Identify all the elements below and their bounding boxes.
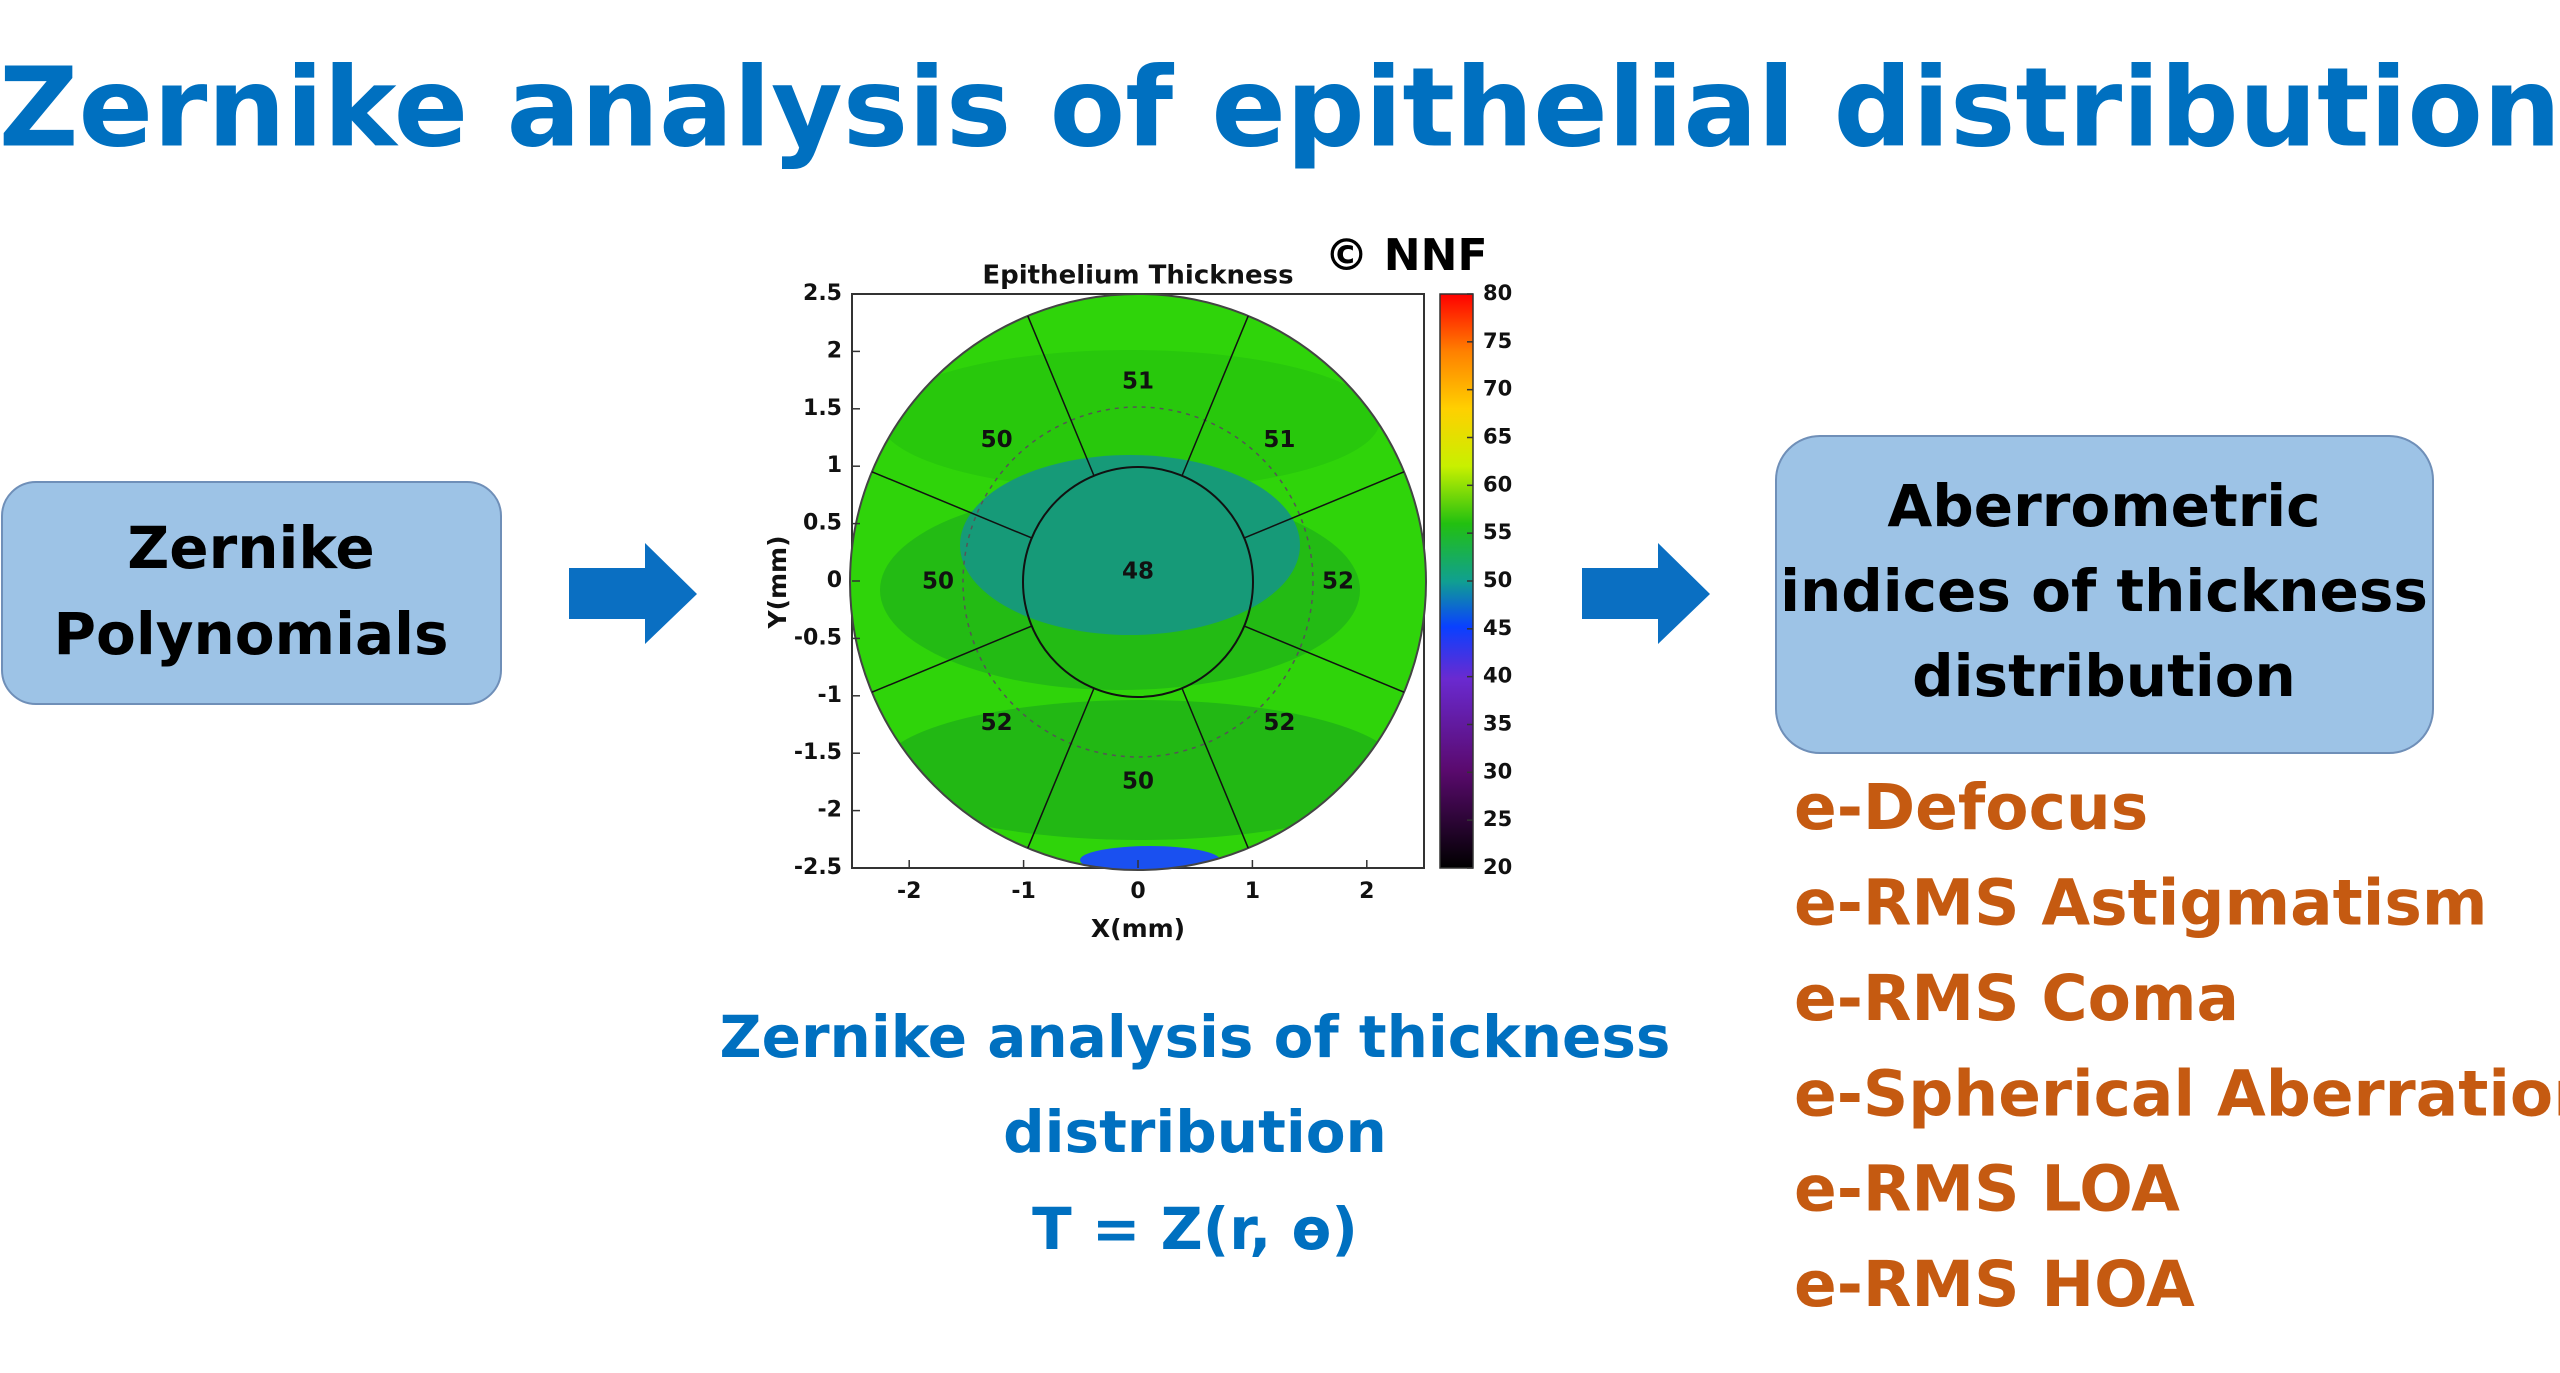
colorbar-tick-label: 30	[1483, 759, 1512, 783]
copyright: © NNF	[1324, 230, 1487, 281]
x-tick-label: 1	[1245, 879, 1260, 904]
zone-value: 50	[981, 427, 1013, 453]
x-tick-label: -2	[897, 879, 921, 904]
y-tick-label: -2	[818, 798, 842, 823]
map-band	[880, 700, 1400, 840]
index-item: e-Spherical Aberration	[1794, 1057, 2560, 1130]
index-item: e-RMS HOA	[1794, 1248, 2195, 1321]
zone-value: 51	[1122, 369, 1154, 395]
slide-title: Zernike analysis of epithelial distribut…	[0, 43, 2560, 171]
index-item: e-RMS Astigmatism	[1794, 866, 2487, 939]
y-tick-label: -1.5	[794, 740, 842, 765]
y-tick-label: 1.5	[803, 396, 842, 421]
sector-lines	[871, 315, 1405, 849]
x-tick-label: 2	[1359, 879, 1374, 904]
left-box-text: Zernike	[127, 514, 375, 582]
zone-value: 50	[1122, 769, 1154, 795]
y-tick-label: 1	[827, 453, 842, 478]
x-tick-label: 0	[1130, 879, 1145, 904]
right-box	[1775, 435, 2434, 754]
sector-line	[1181, 687, 1249, 849]
sector-line	[1027, 687, 1095, 849]
arrow	[1582, 543, 1710, 644]
y-axis-label: Y(mm)	[763, 535, 792, 629]
sector-line	[1027, 315, 1095, 477]
colorbar-tick-label: 75	[1483, 329, 1512, 353]
caption: Zernike analysis of thickness	[720, 1003, 1671, 1071]
y-tick-label: 0	[827, 568, 842, 593]
index-item: e-RMS LOA	[1794, 1153, 2180, 1226]
sector-line	[1243, 471, 1405, 539]
zone-value: 51	[1263, 427, 1295, 453]
caption: T = Z(r, ɵ)	[1032, 1195, 1358, 1263]
zone-value: 52	[1322, 569, 1354, 595]
index-item: e-Defocus	[1794, 771, 2148, 844]
index-item: e-RMS Coma	[1794, 962, 2239, 1035]
map-band	[880, 350, 1380, 490]
colorbar-tick-label: 25	[1483, 807, 1512, 831]
colorbar-tick-label: 80	[1483, 281, 1512, 305]
sector-line	[1181, 315, 1249, 477]
zone-value: 52	[1263, 710, 1295, 736]
y-tick-label: 2.5	[803, 281, 842, 306]
zone-value: 50	[922, 569, 954, 595]
colorbar-tick-label: 50	[1483, 568, 1512, 592]
colorbar-tick-label: 45	[1483, 616, 1512, 640]
left-box	[1, 481, 502, 705]
zone-value: 52	[981, 710, 1013, 736]
map-title: Epithelium Thickness	[982, 261, 1293, 291]
y-tick-label: -2.5	[794, 855, 842, 880]
x-axis-label: X(mm)	[1091, 914, 1185, 943]
left-box-text: Polynomials	[53, 600, 448, 668]
thickness-map	[850, 294, 1426, 870]
sector-line	[871, 471, 1033, 539]
colorbar-tick-label: 40	[1483, 664, 1512, 688]
caption: distribution	[1003, 1098, 1387, 1166]
colorbar-tick-label: 70	[1483, 377, 1512, 401]
colorbar-tick-label: 65	[1483, 425, 1512, 449]
map-center	[960, 455, 1300, 635]
x-tick-label: -1	[1011, 879, 1035, 904]
y-tick-label: 2	[827, 338, 842, 363]
y-tick-label: -0.5	[794, 625, 842, 650]
colorbar-tick-label: 20	[1483, 855, 1512, 879]
colorbar-tick-label: 60	[1483, 472, 1512, 496]
sector-line	[1243, 625, 1405, 693]
right-box-text: distribution	[1912, 642, 2296, 710]
y-tick-label: 0.5	[803, 511, 842, 536]
map-rim	[849, 293, 1427, 871]
colorbar-tick-label: 35	[1483, 712, 1512, 736]
right-box-text: Aberrometric	[1887, 472, 2320, 540]
colorbar-tick-label: 55	[1483, 520, 1512, 544]
map-inner-ring	[1022, 466, 1254, 698]
arrow	[569, 543, 697, 644]
map-dashed-ring	[962, 406, 1314, 758]
sector-line	[871, 625, 1033, 693]
right-box-text: indices of thickness	[1780, 557, 2428, 625]
y-tick-label: -1	[818, 683, 842, 708]
zone-value: 48	[1122, 559, 1154, 585]
